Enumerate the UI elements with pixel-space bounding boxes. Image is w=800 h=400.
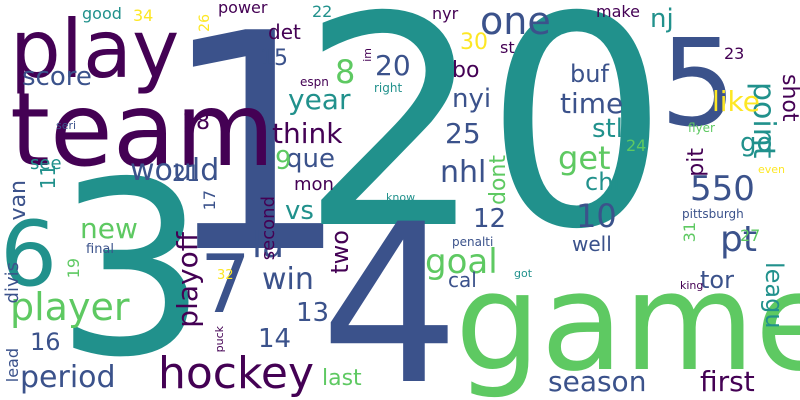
word: buf — [570, 60, 609, 88]
word: 4 — [320, 177, 460, 400]
word: two — [326, 230, 354, 274]
word: one — [480, 0, 551, 43]
word: 25 — [445, 117, 481, 150]
word: second — [258, 196, 279, 261]
word: know — [386, 191, 416, 204]
word: 27 — [740, 226, 761, 245]
word: 30 — [460, 30, 488, 55]
word: would — [130, 153, 220, 188]
word: king — [680, 279, 704, 292]
word: espn — [300, 75, 329, 89]
word: point — [746, 82, 781, 159]
word: penalti — [452, 235, 494, 249]
word: 20 — [300, 0, 670, 293]
word: st — [500, 38, 515, 57]
word: score — [22, 62, 92, 92]
word: time — [560, 87, 624, 120]
word: 7 — [200, 238, 251, 331]
word: right — [374, 81, 403, 95]
word: 14 — [258, 324, 292, 354]
word: 15 — [260, 46, 288, 71]
word: tor — [700, 266, 734, 294]
word: nyr — [432, 4, 459, 23]
word: like — [712, 85, 761, 118]
word: lead — [3, 348, 22, 383]
word: player — [10, 285, 130, 329]
word: 24 — [626, 136, 647, 155]
word: 31 — [680, 222, 699, 243]
word: pittsburgh — [682, 207, 744, 221]
word: cal — [448, 268, 477, 292]
word: well — [572, 232, 612, 256]
word: get — [558, 139, 611, 177]
word: 10 — [576, 197, 617, 235]
word: 6 — [0, 202, 58, 307]
word: mon — [294, 174, 334, 195]
word: season — [548, 365, 647, 398]
word: nhl — [440, 155, 487, 190]
word: 13 — [296, 298, 330, 328]
word: got — [514, 267, 533, 280]
word: nyi — [452, 84, 492, 114]
word: 9 — [275, 146, 292, 176]
word: bo — [452, 58, 480, 83]
word: la — [252, 225, 285, 266]
word: dont — [486, 155, 511, 205]
word: 1 — [160, 0, 351, 319]
word: 16 — [30, 328, 61, 356]
word: last — [322, 366, 362, 391]
word: nj — [650, 4, 674, 34]
word: goal — [425, 242, 498, 282]
word: hockey — [158, 348, 315, 399]
word: 5 — [660, 15, 737, 154]
word: det — [268, 20, 301, 44]
word: make — [596, 2, 640, 21]
word: 550 — [690, 169, 755, 209]
word: team — [10, 71, 275, 190]
word: 34 — [133, 6, 154, 25]
word: 19 — [64, 258, 83, 279]
word: flyer — [688, 121, 715, 135]
word: go — [740, 128, 773, 158]
word: divis — [2, 262, 23, 304]
word: game — [455, 244, 800, 400]
word: even — [758, 163, 786, 176]
word: 12 — [473, 204, 507, 234]
word: 3 — [55, 130, 208, 400]
word: seri — [56, 119, 77, 132]
word: first — [700, 365, 755, 398]
word: playoff — [171, 232, 204, 328]
word: que — [286, 144, 335, 174]
word: pit — [684, 148, 709, 177]
word: think — [272, 117, 343, 150]
word: 20 — [375, 49, 411, 82]
word: good — [82, 4, 122, 23]
word: win — [262, 262, 314, 297]
word: 18 — [182, 110, 210, 135]
word: final — [86, 242, 115, 257]
word: im — [361, 48, 374, 62]
word: pt — [720, 219, 757, 260]
word: leagu — [760, 262, 788, 329]
word: vs — [285, 196, 314, 226]
word: 26 — [197, 14, 213, 32]
word: power — [218, 0, 268, 17]
word: stl — [592, 114, 623, 144]
word: see — [30, 153, 62, 174]
word: chi — [585, 168, 621, 196]
word: shot — [777, 74, 800, 122]
word: 17 — [200, 190, 219, 211]
word: new — [80, 212, 138, 245]
word: puck — [213, 326, 226, 353]
word: play — [10, 3, 180, 96]
word: 22 — [312, 2, 333, 21]
word: 8 — [335, 53, 356, 91]
word: period — [20, 360, 116, 395]
word: year — [288, 83, 351, 116]
word: 23 — [724, 44, 745, 63]
word: 32 — [217, 268, 234, 283]
word: 21 — [172, 162, 200, 187]
word: van — [6, 180, 31, 221]
